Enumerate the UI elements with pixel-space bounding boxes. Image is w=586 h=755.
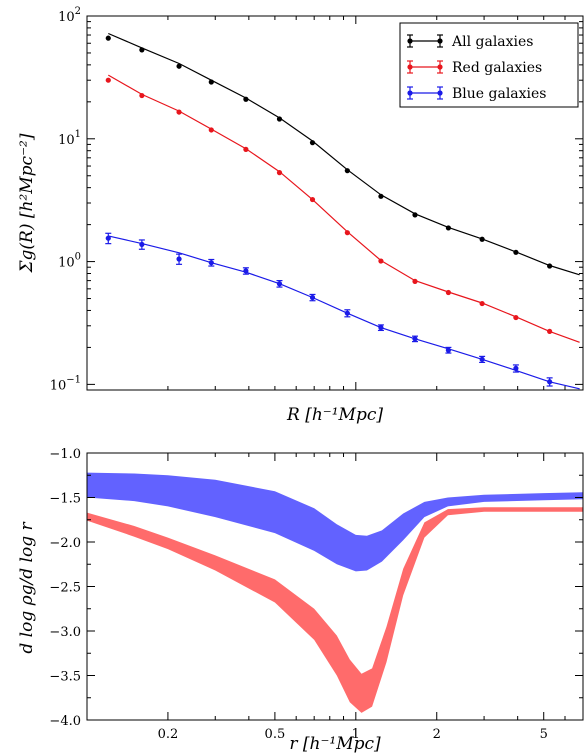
- legend-marker: [437, 64, 443, 70]
- bottom-xtick-label: 1: [352, 727, 360, 742]
- bottom-ytick-label: −1.5: [49, 492, 81, 507]
- data-point: [513, 365, 519, 371]
- data-point: [176, 63, 182, 69]
- bottom-panel-log-slope: −1.0 −1.5 −2.0 −2.5 −3.0 −3.5 −4.0 0.2 0.5 1 2 5 r …: [17, 447, 584, 754]
- bottom-ytick-label: −2.5: [49, 581, 81, 596]
- top-ytick-label: 10−1: [50, 374, 81, 393]
- data-point: [105, 235, 111, 241]
- data-point: [344, 168, 350, 174]
- top-panel-data-layer: [105, 32, 580, 390]
- data-point: [243, 96, 249, 102]
- data-point: [479, 236, 485, 242]
- data-point: [344, 230, 350, 236]
- data-point: [378, 258, 384, 264]
- data-point: [309, 196, 316, 203]
- data-point: [276, 116, 283, 122]
- data-point: [176, 256, 182, 262]
- data-point: [309, 140, 316, 146]
- data-point: [208, 260, 214, 266]
- legend-items: All galaxies Red galaxies Blue galaxies: [407, 34, 547, 102]
- bottom-ytick-label: −4.0: [49, 714, 81, 729]
- data-point: [547, 263, 553, 269]
- legend-marker: [407, 64, 413, 70]
- top-panel-ticks: 10−1 100 101 102: [50, 6, 583, 393]
- data-point: [547, 328, 553, 335]
- slope-band: [87, 472, 583, 572]
- data-point: [309, 294, 316, 301]
- data-point: [547, 379, 553, 385]
- bottom-xlabel: r [h⁻¹Mpc]: [289, 734, 381, 754]
- legend-marker: [407, 90, 413, 96]
- legend-marker: [437, 90, 443, 96]
- data-point: [243, 268, 249, 274]
- data-point: [378, 325, 384, 331]
- data-point: [412, 212, 418, 218]
- top-ylabel: Σg(R) [h²Mpc⁻²]: [17, 133, 37, 273]
- data-point: [276, 281, 283, 287]
- bottom-ytick-label: −3.0: [49, 625, 81, 640]
- top-legend: All galaxies Red galaxies Blue galaxies: [399, 22, 579, 108]
- top-ytick-label: 100: [58, 252, 81, 271]
- bottom-xtick-label: 2: [433, 727, 441, 742]
- model-line: [108, 74, 580, 343]
- bottom-ytick-label: −2.0: [49, 536, 81, 551]
- top-ytick-label: 101: [58, 129, 81, 148]
- data-point: [176, 109, 182, 115]
- data-point: [378, 193, 384, 199]
- data-point: [243, 146, 249, 152]
- legend-label: Red galaxies: [452, 60, 542, 76]
- bottom-xtick-label: 0.2: [158, 727, 179, 742]
- data-point: [139, 92, 145, 99]
- top-xlabel: R [h⁻¹Mpc]: [286, 405, 383, 425]
- data-point: [479, 300, 485, 307]
- data-point: [344, 310, 350, 316]
- legend-marker: [407, 38, 413, 44]
- legend-label: All galaxies: [451, 34, 534, 50]
- bottom-ytick-label: −3.5: [49, 670, 81, 685]
- bottom-panel-data-layer: [87, 472, 583, 713]
- data-point: [139, 241, 145, 248]
- data-point: [513, 314, 519, 321]
- legend-marker: [437, 38, 443, 44]
- bottom-ylabel: d log ρg/d log r: [17, 522, 37, 654]
- slope-band: [87, 507, 583, 713]
- data-point: [412, 336, 418, 342]
- data-point: [445, 225, 452, 231]
- data-point: [105, 35, 111, 41]
- top-panel-surface-density: 10−1 100 101 102 All galaxies Red galaxies Bl…: [17, 6, 584, 425]
- top-ytick-label: 102: [58, 6, 81, 25]
- data-point: [139, 47, 145, 53]
- bottom-ytick-label: −1.0: [49, 447, 81, 462]
- data-point: [445, 289, 452, 296]
- data-point: [276, 170, 283, 176]
- data-point: [445, 347, 452, 353]
- data-point: [513, 249, 519, 255]
- data-point: [412, 278, 418, 284]
- bottom-xtick-label: 0.5: [265, 727, 286, 742]
- bottom-xtick-label: 5: [540, 727, 548, 742]
- data-point: [479, 356, 485, 362]
- data-point: [208, 127, 214, 133]
- bottom-panel-ticks: −1.0 −1.5 −2.0 −2.5 −3.0 −3.5 −4.0 0.2 0.5 1 2 5: [49, 447, 583, 742]
- data-point: [208, 79, 214, 85]
- data-point: [105, 77, 111, 83]
- legend-label: Blue galaxies: [452, 86, 547, 102]
